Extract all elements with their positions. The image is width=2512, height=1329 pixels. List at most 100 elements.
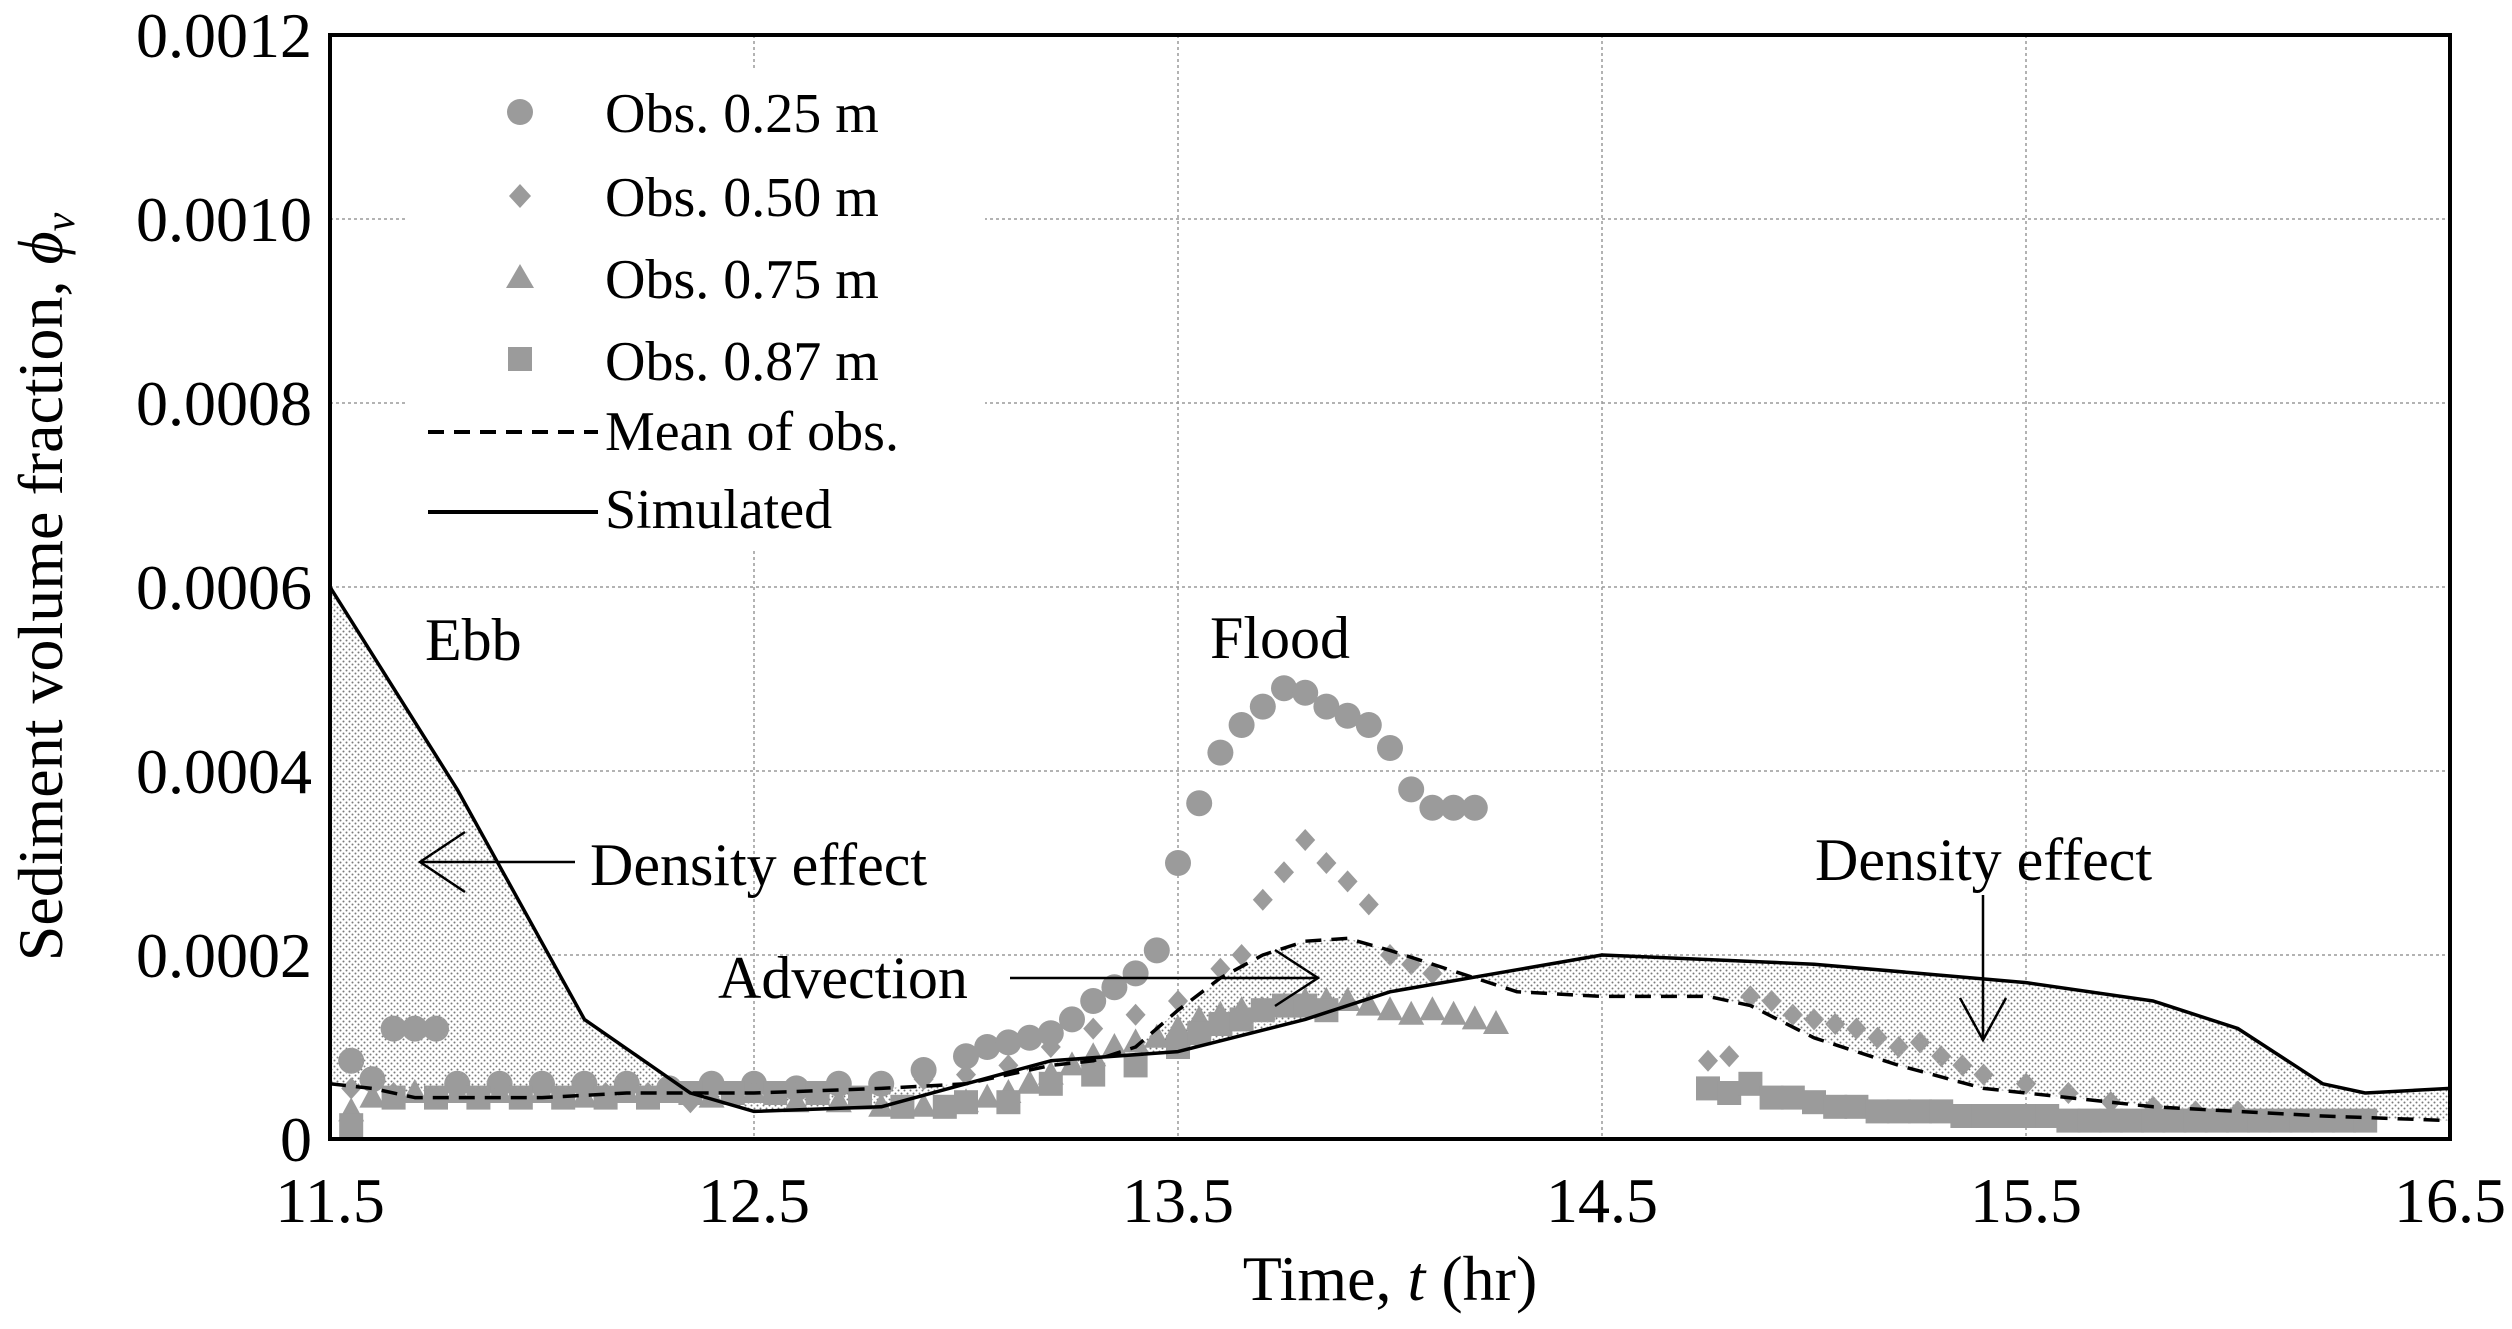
legend-label-obs-0-25: Obs. 0.25 m (605, 83, 879, 145)
point-obs-0-87-m (2141, 1109, 2165, 1133)
point-obs-0-75-m (974, 1084, 1000, 1108)
point-obs-0-87-m (1929, 1099, 1953, 1123)
point-obs-0-87-m (2078, 1109, 2102, 1133)
x-tick-label: 14.5 (1546, 1165, 1658, 1236)
point-obs-0-25-m (1165, 850, 1191, 876)
legend: Obs. 0.25 m Obs. 0.50 m Obs. 0.75 m Obs.… (405, 70, 985, 550)
x-tick-label: 12.5 (698, 1165, 810, 1236)
y-tick-label: 0.0006 (136, 552, 312, 623)
point-obs-0-87-m (2035, 1104, 2059, 1128)
y-tick-label: 0.0012 (136, 0, 312, 71)
point-obs-0-50-m (1274, 861, 1294, 883)
y-tick-labels: 0 0.0002 0.0004 0.0006 0.0008 0.0010 0.0012 (136, 0, 312, 1175)
annotation-flood: Flood (1210, 605, 1350, 671)
legend-label-obs-0-75: Obs. 0.75 m (605, 249, 879, 311)
point-obs-0-25-m (1356, 712, 1382, 738)
y-tick-label: 0.0008 (136, 368, 312, 439)
y-tick-label: 0.0002 (136, 920, 312, 991)
point-obs-0-87-m (636, 1086, 660, 1110)
point-obs-0-87-m (339, 1113, 363, 1137)
legend-label-obs-0-87: Obs. 0.87 m (605, 331, 879, 393)
x-tick-label: 16.5 (2394, 1165, 2506, 1236)
annotation-density-effect-left: Density effect (590, 832, 927, 898)
point-obs-0-87-m (1081, 1063, 1105, 1087)
point-obs-0-87-m (1251, 998, 1275, 1022)
annotation-advection: Advection (718, 945, 968, 1011)
point-obs-0-25-m (1186, 790, 1212, 816)
point-obs-0-87-m (1908, 1099, 1932, 1123)
point-obs-0-87-m (1993, 1104, 2017, 1128)
point-obs-0-25-m (338, 1048, 364, 1074)
point-obs-0-87-m (2162, 1109, 2186, 1133)
point-obs-0-87-m (2099, 1109, 2123, 1133)
point-obs-0-25-m (1377, 735, 1403, 761)
point-obs-0-50-m (1316, 852, 1336, 874)
point-obs-0-50-m (1359, 893, 1379, 915)
point-obs-0-87-m (996, 1090, 1020, 1114)
point-obs-0-87-m (2353, 1109, 2377, 1133)
point-obs-0-25-m (1059, 1006, 1085, 1032)
legend-label-simulated: Simulated (605, 479, 832, 541)
y-axis-title: Sediment volume fraction, ϕv (5, 212, 84, 961)
point-obs-0-87-m (1866, 1099, 1890, 1123)
x-tick-label: 15.5 (1970, 1165, 2082, 1236)
point-obs-0-87-m (2120, 1109, 2144, 1133)
point-obs-0-87-m (2056, 1109, 2080, 1133)
point-obs-0-87-m (1760, 1086, 1784, 1110)
point-obs-0-75-m (1377, 996, 1403, 1020)
point-obs-0-25-m (1462, 795, 1488, 821)
point-obs-0-87-m (1738, 1072, 1762, 1096)
point-obs-0-25-m (1207, 740, 1233, 766)
annotation-density-effect-right: Density effect (1815, 827, 2152, 893)
point-obs-0-87-m (2014, 1104, 2038, 1128)
point-obs-0-25-m (1398, 776, 1424, 802)
point-obs-0-50-m (1719, 1045, 1739, 1067)
point-obs-0-87-m (1823, 1095, 1847, 1119)
y-tick-label: 0.0004 (136, 736, 312, 807)
point-obs-0-87-m (2311, 1109, 2335, 1133)
point-obs-0-25-m (1144, 937, 1170, 963)
point-obs-0-25-m (1123, 960, 1149, 986)
point-obs-0-87-m (2332, 1109, 2356, 1133)
point-obs-0-87-m (594, 1086, 618, 1110)
point-obs-0-25-m (423, 1016, 449, 1042)
point-obs-0-87-m (1950, 1104, 1974, 1128)
point-obs-0-87-m (1844, 1095, 1868, 1119)
y-tick-label: 0.0010 (136, 184, 312, 255)
point-obs-0-75-m (1462, 1005, 1488, 1029)
point-obs-0-87-m (2290, 1109, 2314, 1133)
point-obs-0-87-m (382, 1086, 406, 1110)
point-obs-0-50-m (1253, 889, 1273, 911)
point-obs-0-87-m (1972, 1104, 1996, 1128)
point-obs-0-75-m (1483, 1010, 1509, 1034)
legend-label-mean: Mean of obs. (605, 401, 899, 463)
point-obs-0-50-m (1338, 870, 1358, 892)
point-obs-0-87-m (2184, 1109, 2208, 1133)
point-obs-0-87-m (1781, 1086, 1805, 1110)
point-obs-0-87-m (1696, 1076, 1720, 1100)
point-obs-0-75-m (1017, 1070, 1043, 1094)
legend-marker-obs-0-25 (507, 99, 533, 125)
point-obs-0-50-m (1083, 1018, 1103, 1040)
point-obs-0-75-m (1419, 996, 1445, 1020)
point-obs-0-87-m (806, 1081, 830, 1105)
point-obs-0-50-m (1295, 829, 1315, 851)
annotation-ebb: Ebb (425, 607, 522, 673)
legend-label-obs-0-50: Obs. 0.50 m (605, 167, 879, 229)
point-obs-0-87-m (1039, 1072, 1063, 1096)
point-obs-0-50-m (1126, 1004, 1146, 1026)
point-obs-0-50-m (1698, 1050, 1718, 1072)
sediment-chart: 00.00020.00040.00060.00080.00100.0012 11… (0, 0, 2512, 1329)
point-obs-0-87-m (1802, 1090, 1826, 1114)
point-obs-0-87-m (1208, 1012, 1232, 1036)
point-obs-0-75-m (1441, 1001, 1467, 1025)
point-obs-0-75-m (1398, 1001, 1424, 1025)
point-obs-0-87-m (1717, 1081, 1741, 1105)
x-tick-label: 11.5 (275, 1165, 385, 1236)
x-tick-labels: 11.5 12.5 13.5 14.5 15.5 16.5 (275, 1165, 2506, 1236)
x-tick-label: 13.5 (1122, 1165, 1234, 1236)
point-obs-0-87-m (1166, 1035, 1190, 1059)
point-obs-0-87-m (1187, 1021, 1211, 1045)
legend-marker-obs-0-87 (508, 347, 532, 371)
point-obs-0-87-m (933, 1095, 957, 1119)
